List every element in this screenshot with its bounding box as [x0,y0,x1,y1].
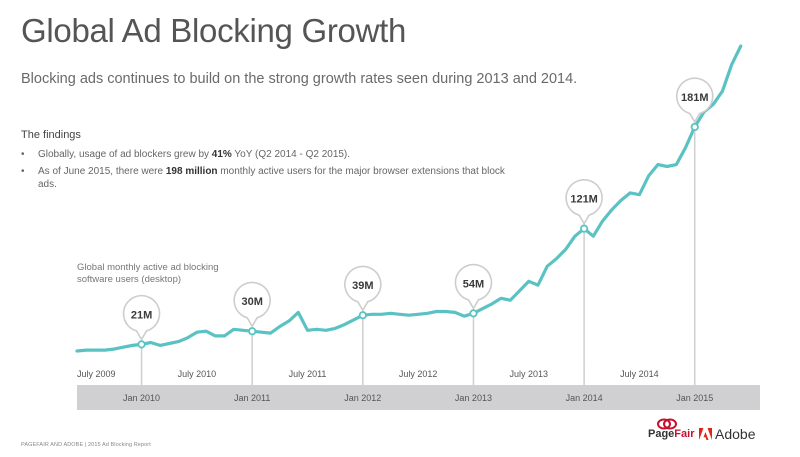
series-line [75,44,743,353]
data-point-marker [137,340,146,349]
x-tick-label-top: July 2010 [178,369,217,379]
callout-label: 30M [241,296,262,308]
callout-bubble [122,294,161,341]
x-tick-label-bottom: Jan 2010 [123,393,160,403]
annotation-callout: 181M [675,77,714,385]
pagefair-logo: PageFair [648,428,695,440]
callout-label: 181M [681,92,709,104]
callout-bubble [565,179,603,226]
callout-label: 21M [131,309,152,321]
callout-bubble [344,265,382,312]
annotation-callout: 54M [454,263,493,385]
callout-label: 121M [570,194,598,206]
adobe-logo: Adobe [699,426,755,442]
chart-series-label: Global monthly active ad blocking softwa… [77,262,219,285]
x-tick-label-top: July 2012 [399,369,438,379]
finding-item: • As of June 2015, there were 198 millio… [21,166,505,190]
timeline-bar [77,385,760,410]
x-tick-label-bottom: Jan 2014 [566,393,603,403]
annotation-callout: 30M [233,281,271,385]
footer-source: PAGEFAIR AND ADOBE | 2015 Ad Blocking Re… [21,442,151,448]
findings-heading: The findings [21,129,81,141]
x-tick-label-top: July 2009 [77,369,116,379]
x-tick-label-top: July 2014 [620,369,659,379]
bullet-icon: • [21,149,25,160]
callout-label: 54M [463,278,484,290]
x-tick-label-bottom: Jan 2012 [344,393,381,403]
x-tick-label-top: July 2013 [510,369,549,379]
callout-bubble [675,77,714,124]
x-tick-label-bottom: Jan 2011 [234,393,270,403]
data-point-marker [690,122,699,132]
bullet-icon: • [21,166,25,177]
finding-item: • Globally, usage of ad blockers grew by… [21,149,351,160]
data-point-marker [469,309,478,318]
subtitle: Blocking ads continues to build on the s… [21,71,578,87]
data-point-marker [248,327,257,336]
data-point-marker [579,224,589,233]
callout-bubble [454,263,493,310]
adobe-logo-icon [699,428,712,440]
callout-label: 39M [352,280,373,292]
x-tick-label-bottom: Jan 2015 [676,393,713,403]
data-point-marker [358,311,367,320]
annotation-callout: 121M [565,179,603,385]
page-title: Global Ad Blocking Growth [21,12,407,49]
annotation-callout: 21M [122,294,161,385]
x-tick-label-top: July 2011 [289,369,327,379]
x-tick-label-bottom: Jan 2013 [455,393,492,403]
findings-list: • Globally, usage of ad blockers grew by… [21,148,521,195]
pagefair-logo-icon [657,418,677,430]
annotation-callout: 39M [344,265,382,385]
callout-bubble [233,281,271,328]
